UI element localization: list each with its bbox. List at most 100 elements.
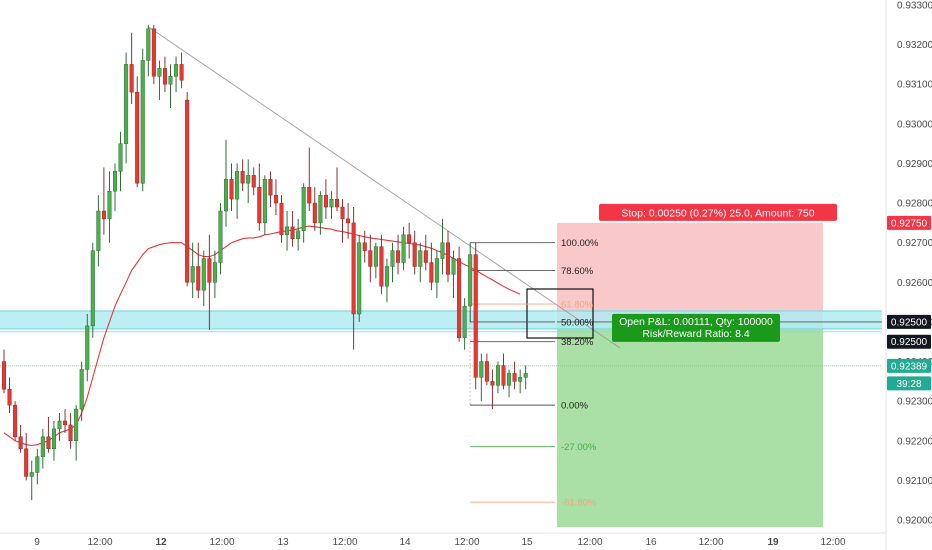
- candle-body: [285, 226, 290, 235]
- candle: [279, 195, 284, 243]
- candle: [290, 211, 295, 247]
- candle-body: [462, 305, 467, 338]
- candle-body: [473, 254, 478, 378]
- x-tick-label-8: 15: [521, 537, 533, 548]
- candle-body: [79, 369, 84, 410]
- candle: [101, 167, 106, 235]
- moving-average-line: [3, 225, 521, 447]
- candle-body: [24, 448, 29, 477]
- fib-label-5: 0.00%: [561, 401, 588, 412]
- price-axis[interactable]: 0.93300 0.93200 0.93100 0.93000 0.92900 0.928…: [885, 0, 932, 550]
- candle: [357, 234, 362, 322]
- price-tag-0: 0.92750: [887, 215, 931, 230]
- candle-body: [40, 436, 45, 457]
- candle-body: [495, 365, 500, 386]
- candle: [201, 250, 206, 307]
- candle: [46, 417, 51, 453]
- price-tag-1: 0.92500: [887, 314, 931, 329]
- candle: [223, 139, 228, 227]
- candle: [196, 242, 201, 299]
- candle-body: [2, 361, 6, 390]
- candle-body: [179, 64, 184, 81]
- candle: [96, 195, 101, 267]
- time-axis[interactable]: 9 12:00 12 12:00 13 12:00 14 12:00 15 12:00 16 12:0…: [0, 532, 886, 548]
- pl-label-box[interactable]: [612, 313, 780, 342]
- position-tool[interactable]: [557, 222, 823, 527]
- fib-label-7: -61.80%: [561, 498, 597, 509]
- candle: [85, 314, 90, 382]
- candle-body: [273, 194, 278, 204]
- candle: [35, 448, 40, 485]
- candle-body: [451, 258, 456, 275]
- candle-body: [279, 202, 284, 235]
- candle: [207, 234, 212, 330]
- stop-label-box[interactable]: [599, 203, 837, 221]
- candle-body: [251, 175, 256, 188]
- candle-body: [301, 187, 306, 232]
- price-tag-box: [887, 215, 931, 230]
- candle-body: [146, 28, 151, 61]
- candle: [118, 131, 123, 192]
- candle-body: [140, 60, 145, 184]
- y-tick-label-13: 0.92000: [897, 516, 932, 527]
- candle-body: [312, 202, 317, 224]
- x-tick-label-13: 12:00: [820, 537, 845, 548]
- x-tick-label-12: 19: [767, 537, 779, 548]
- candle-body: [468, 254, 473, 307]
- candle: [396, 234, 401, 275]
- candle: [484, 353, 489, 386]
- candle-body: [51, 428, 56, 449]
- candle-body: [218, 210, 223, 263]
- candle: [318, 191, 323, 235]
- candle: [451, 250, 456, 299]
- candle-body: [457, 258, 462, 338]
- candle-body: [418, 250, 423, 267]
- downtrend-line[interactable]: [148, 26, 621, 349]
- x-tick-label-3: 12:00: [209, 537, 234, 548]
- candle: [518, 369, 523, 394]
- position-labels[interactable]: Stop: 0.00250 (0.27%) 25.0, Amount: 750 O…: [599, 203, 837, 342]
- candle-body: [212, 262, 217, 283]
- pl-label-line2: Risk/Reward Ratio: 8.4: [642, 328, 750, 340]
- stop-zone[interactable]: [557, 222, 823, 322]
- candle-body: [13, 404, 18, 438]
- candle-body: [174, 64, 179, 77]
- profit-zone[interactable]: [557, 321, 823, 527]
- moving-average: [3, 225, 521, 447]
- candle: [212, 250, 217, 299]
- y-tick-label-5: 0.92800: [897, 199, 932, 210]
- candle: [74, 405, 79, 461]
- candle: [63, 409, 68, 433]
- price-tag-4: 39:28: [887, 376, 931, 391]
- candle: [18, 424, 23, 453]
- fib-label-3: 50.00%: [561, 317, 594, 328]
- candle: [129, 32, 134, 105]
- candle: [296, 218, 301, 251]
- candle: [479, 353, 484, 402]
- candle-body: [290, 226, 295, 239]
- candle-body: [68, 424, 73, 441]
- highlight-box[interactable]: [526, 288, 594, 339]
- y-tick-label-1: 0.93200: [897, 40, 932, 51]
- candle: [179, 52, 184, 89]
- candle: [218, 203, 223, 275]
- candle-body: [490, 381, 495, 386]
- candle-body: [90, 250, 95, 327]
- pl-label-line1: Open P&L: 0.00111, Qty: 100000: [619, 316, 773, 328]
- x-tick-label-1: 12:00: [87, 537, 112, 548]
- candle: [473, 242, 478, 390]
- candle-body: [157, 68, 162, 77]
- fibonacci-retracement[interactable]: 100.00% 78.60% 61.80% 50.00% 38.20% 0.00% -27.…: [469, 238, 599, 509]
- candle: [90, 242, 95, 338]
- fib-label-1: 78.60%: [561, 266, 594, 277]
- candle-body: [124, 64, 129, 144]
- candle: [168, 64, 173, 108]
- candle-body: [479, 361, 484, 378]
- candle-body: [379, 246, 384, 287]
- price-tag-box: [887, 376, 931, 391]
- candle: [457, 246, 462, 342]
- candle-body: [190, 266, 195, 283]
- candle: [68, 413, 73, 449]
